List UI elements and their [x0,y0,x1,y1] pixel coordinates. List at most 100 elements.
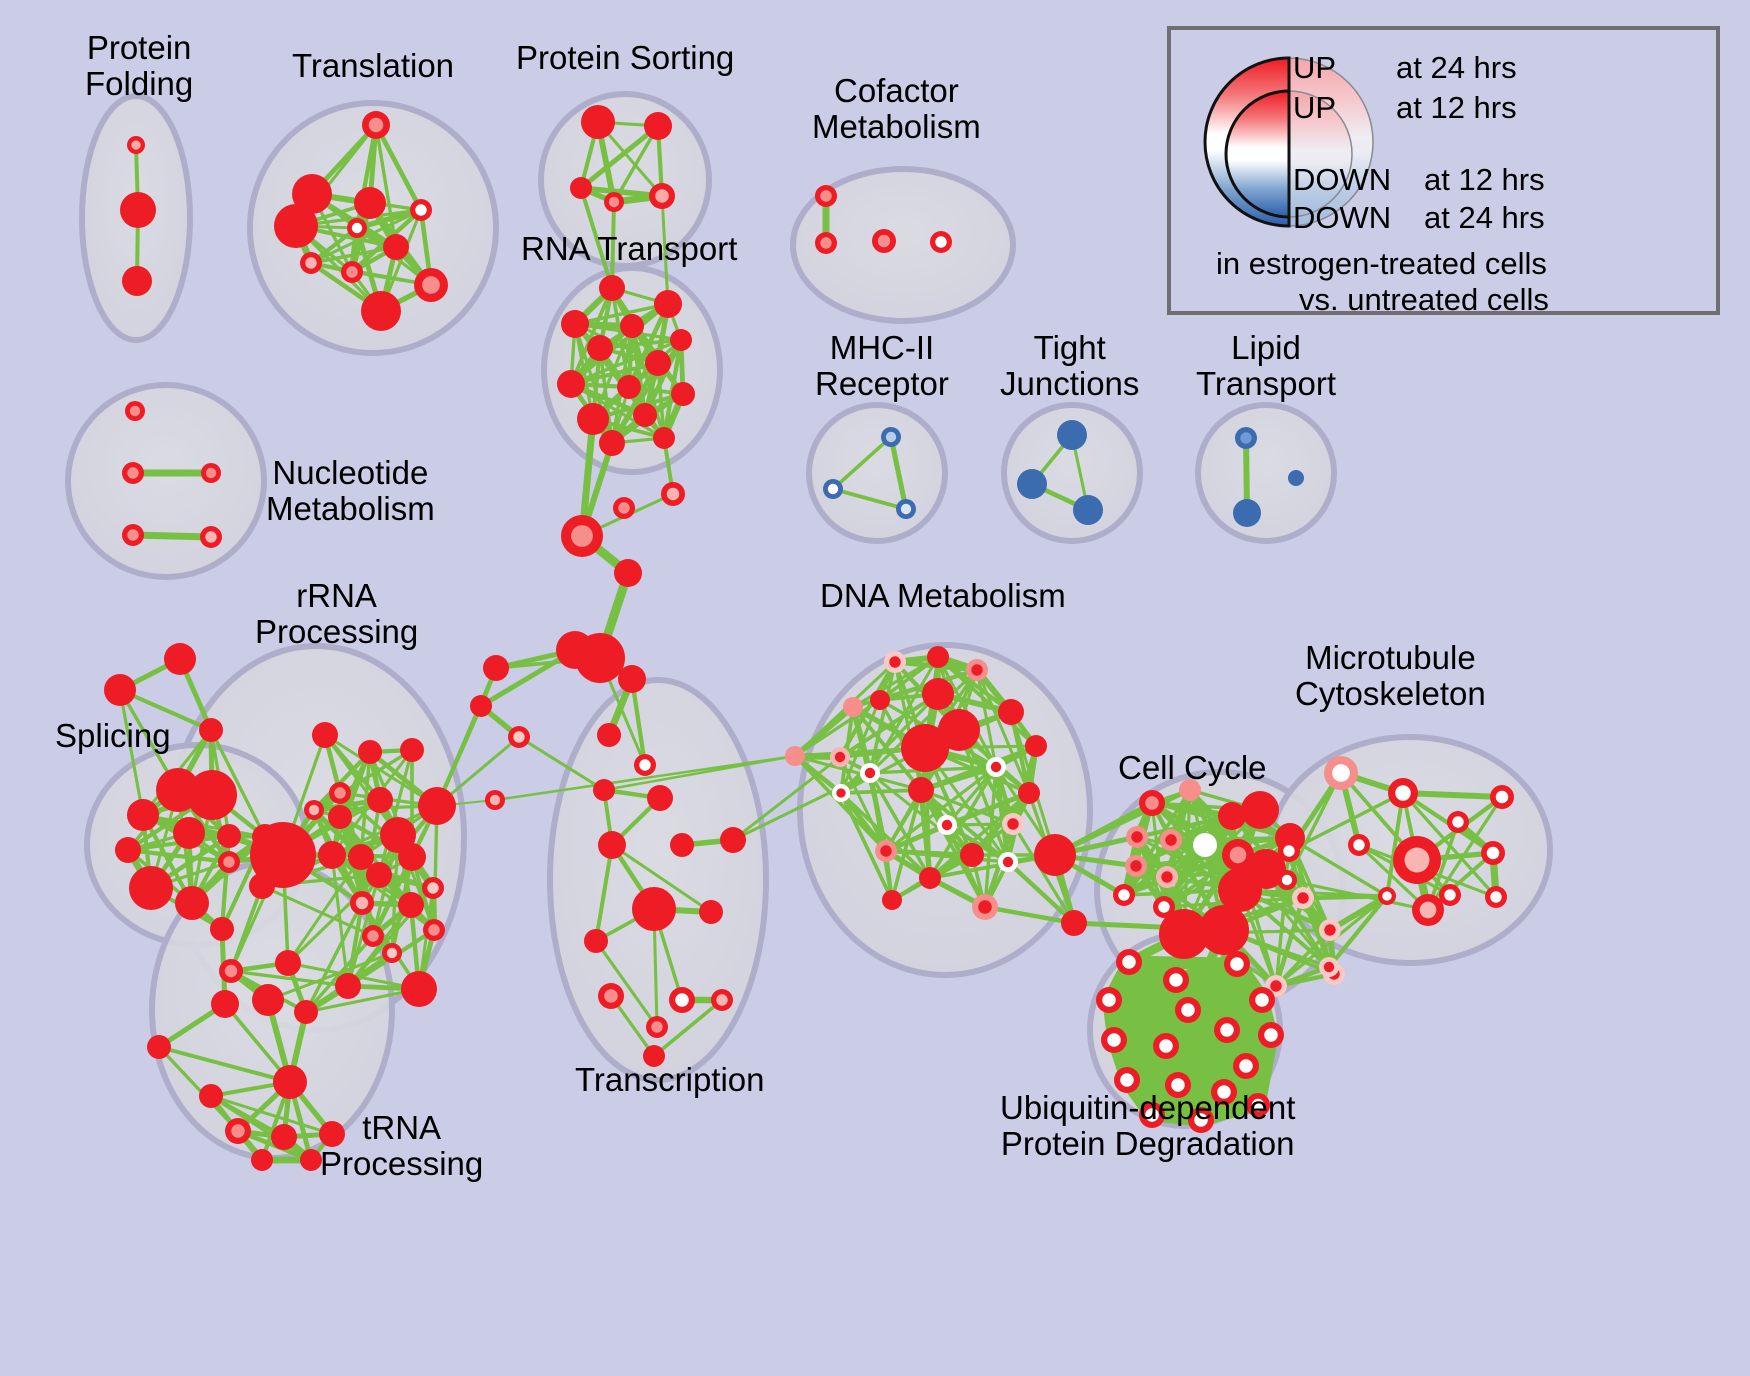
node-microtubule-cytoskeleton-4[interactable] [1348,834,1370,856]
node-microtubule-cytoskeleton-10[interactable] [1439,884,1461,906]
node-ubiquitin-degradation-7[interactable] [1101,1027,1127,1053]
node-transcription-7[interactable] [720,827,746,853]
node-splicing-1[interactable] [104,674,136,706]
node-protein-folding-2[interactable] [122,266,152,296]
node-dna-metabolism-9[interactable] [1025,735,1047,757]
node-rrna-processing-10[interactable] [348,844,374,870]
node-cell-cycle-16[interactable] [1159,909,1209,959]
node-rrna-processing-14[interactable] [422,877,444,899]
node-dna-metabolism-12[interactable] [986,757,1006,777]
node-rna-transport-12[interactable] [599,430,625,456]
node-rna-transport-7[interactable] [557,370,585,398]
node-tight-junctions-2[interactable] [1073,495,1103,525]
node-dna-metabolism-5[interactable] [998,699,1024,725]
node-transcription-18[interactable] [561,515,603,557]
node-rna-transport-13[interactable] [653,427,675,449]
node-splicing-11[interactable] [217,824,241,848]
node-cell-cycle-22[interactable] [1319,957,1339,977]
node-ubiquitin-degradation-15[interactable] [1188,1107,1214,1133]
node-cell-cycle-14[interactable] [1153,896,1175,918]
node-translation-3[interactable] [274,204,318,248]
node-tight-junctions-0[interactable] [1057,420,1087,450]
node-rna-transport-0[interactable] [599,275,625,301]
node-ubiquitin-degradation-4[interactable] [1175,997,1201,1023]
node-dna-metabolism-17[interactable] [1002,813,1024,835]
node-nucleotide-metabolism-4[interactable] [200,526,222,548]
node-dna-metabolism-25[interactable] [1034,834,1076,876]
node-rrna-processing-13[interactable] [366,862,392,888]
node-cell-cycle-1[interactable] [1179,779,1201,801]
node-transcription-5[interactable] [598,831,626,859]
node-rrna-processing-26[interactable] [249,873,275,899]
node-transcription-11[interactable] [598,983,624,1009]
node-trna-processing-8[interactable] [300,1149,322,1171]
node-microtubule-cytoskeleton-1[interactable] [1388,778,1418,808]
node-mhc-ii-receptor-0[interactable] [881,427,901,447]
node-cell-cycle-4[interactable] [1126,826,1148,848]
node-rna-transport-3[interactable] [620,314,644,338]
node-ubiquitin-degradation-5[interactable] [1214,1017,1240,1043]
node-transcription-4[interactable] [485,790,505,810]
node-protein-folding-1[interactable] [120,192,156,228]
node-ubiquitin-degradation-0[interactable] [1116,949,1142,975]
node-rrna-processing-24[interactable] [252,984,284,1016]
node-cofactor-metabolism-0[interactable] [815,185,837,207]
node-protein-sorting-4[interactable] [649,183,675,209]
node-transcription-15[interactable] [643,1045,665,1067]
node-ubiquitin-degradation-11[interactable] [1114,1067,1140,1093]
node-trna-processing-5[interactable] [319,1121,345,1147]
node-ubiquitin-degradation-10[interactable] [1258,1022,1284,1048]
node-trna-processing-3[interactable] [225,1118,251,1144]
node-microtubule-cytoskeleton-11[interactable] [1485,886,1507,908]
node-dna-metabolism-14[interactable] [908,777,934,803]
node-transcription-14[interactable] [646,1016,668,1038]
node-transcription-20[interactable] [661,482,685,506]
node-protein-sorting-0[interactable] [581,105,615,139]
node-dna-metabolism-10[interactable] [785,746,805,766]
node-rna-transport-11[interactable] [633,403,657,427]
node-trna-processing-0[interactable] [211,990,239,1018]
node-transcription-10[interactable] [584,929,608,953]
node-transcription-13[interactable] [711,989,733,1011]
node-ubiquitin-degradation-3[interactable] [1096,987,1122,1013]
node-translation-9[interactable] [414,268,448,302]
node-protein-sorting-1[interactable] [644,112,672,140]
node-dna-metabolism-1[interactable] [927,646,949,668]
node-cofactor-metabolism-2[interactable] [872,229,896,253]
node-ubiquitin-degradation-13[interactable] [1211,1079,1237,1105]
node-translation-0[interactable] [362,111,390,139]
node-microtubule-cytoskeleton-3[interactable] [1447,811,1469,833]
node-dna-metabolism-11[interactable] [830,747,850,767]
node-trna-processing-4[interactable] [271,1124,297,1150]
node-rrna-processing-4[interactable] [304,800,324,820]
node-dna-metabolism-24[interactable] [972,894,998,920]
node-lipid-transport-0[interactable] [1235,427,1257,449]
node-rrna-processing-6[interactable] [328,805,352,829]
node-nucleotide-metabolism-2[interactable] [201,463,221,483]
node-transcription-22[interactable] [556,631,594,669]
node-transcription-19[interactable] [613,497,635,519]
node-dna-metabolism-15[interactable] [1018,782,1040,804]
node-translation-1[interactable] [292,174,332,214]
node-rrna-processing-3[interactable] [329,782,351,804]
node-dna-metabolism-16[interactable] [832,784,850,802]
node-dna-metabolism-22[interactable] [919,867,941,889]
node-cofactor-metabolism-1[interactable] [815,232,837,254]
node-rrna-processing-5[interactable] [367,787,393,813]
node-splicing-2[interactable] [199,718,223,742]
node-rrna-processing-16[interactable] [398,892,424,918]
node-ubiquitin-degradation-2[interactable] [1224,951,1250,977]
node-microtubule-cytoskeleton-0[interactable] [1324,756,1358,790]
node-protein-folding-0[interactable] [127,136,145,154]
node-translation-7[interactable] [300,252,322,274]
node-dna-metabolism-26[interactable] [1061,910,1087,936]
node-rrna-processing-15[interactable] [350,891,374,915]
node-microtubule-cytoskeleton-2[interactable] [1490,785,1514,809]
node-dna-metabolism-21[interactable] [998,852,1018,872]
node-translation-4[interactable] [410,199,432,221]
node-ubiquitin-degradation-16[interactable] [1246,1093,1270,1117]
node-microtubule-cytoskeleton-5[interactable] [1393,836,1441,884]
node-dna-metabolism-20[interactable] [960,843,984,867]
node-lipid-transport-2[interactable] [1233,499,1261,527]
node-rna-transport-4[interactable] [587,335,613,361]
